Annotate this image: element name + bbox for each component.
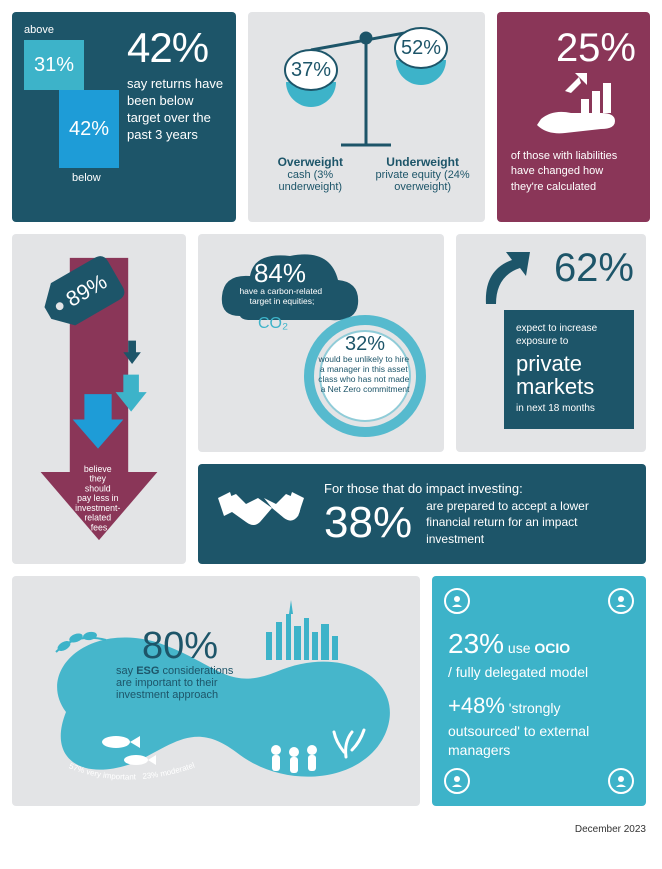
scale-icon: 37% 52% xyxy=(256,20,476,155)
row-3: 80% say ESG considerations are important… xyxy=(12,576,650,806)
row-1: above 31% 42% below 42% say returns have… xyxy=(12,12,650,222)
carbon-cloud-pct: 84% xyxy=(254,258,306,288)
person-circle-icon xyxy=(444,768,470,794)
footer-date: December 2023 xyxy=(12,824,650,835)
bar-above: 31% xyxy=(24,40,84,90)
tile-liabilities: 25% of those with liabilities have chang… xyxy=(497,12,650,222)
scale-left-sub: cash (3% underweight) xyxy=(278,169,342,193)
ocio-stat-2: +48% 'strongly outsourced' to external m… xyxy=(448,691,630,761)
impact-pct: 38% xyxy=(324,498,412,548)
tile-carbon: 84% have a carbon-related target in equi… xyxy=(198,234,444,452)
row-2-right-col: 84% have a carbon-related target in equi… xyxy=(198,234,646,564)
pm-line1: expect to increase exposure to xyxy=(516,322,622,348)
ocio-pct2: +48% xyxy=(448,693,505,718)
scale-right-title: Underweight xyxy=(369,155,477,169)
tile-returns: above 31% 42% below 42% say returns have… xyxy=(12,12,236,222)
co2-label: CO₂ xyxy=(258,315,288,332)
label-above: above xyxy=(24,24,119,36)
scale-labels: Overweight cash (3% underweight) Underwe… xyxy=(254,155,479,193)
pm-big: private markets xyxy=(516,352,622,398)
returns-bars: above 31% 42% below xyxy=(24,24,119,210)
row-2: 89% believe they should pay less in inve… xyxy=(12,234,650,564)
tile-scale: 37% 52% Overweight cash (3% underweight) xyxy=(248,12,485,222)
scale-right-pct: 52% xyxy=(401,37,441,59)
label-below: below xyxy=(72,172,119,184)
liabilities-pct: 25% xyxy=(511,26,636,71)
pm-box: expect to increase exposure to private m… xyxy=(504,310,634,429)
tile-fees: 89% believe they should pay less in inve… xyxy=(12,234,186,564)
hand-chart-icon xyxy=(511,71,636,141)
person-circle-icon xyxy=(608,768,634,794)
esg-infinity-icon: 80% say ESG considerations are important… xyxy=(26,592,416,802)
person-circle-icon xyxy=(608,588,634,614)
pm-line2: in next 18 months xyxy=(516,402,622,415)
carbon-graphic: 84% have a carbon-related target in equi… xyxy=(210,246,440,446)
tile-esg: 80% say ESG considerations are important… xyxy=(12,576,420,806)
scale-right-sub: private equity (24% overweight) xyxy=(376,169,470,193)
svg-text:would be unlikely to hire: would be unlikely to hire a manager in t… xyxy=(317,354,411,394)
curved-arrow-icon xyxy=(468,246,538,306)
returns-desc: say returns have been below target over … xyxy=(127,76,224,144)
fees-arrow-icon: 89% believe they should pay less in inve… xyxy=(26,244,172,554)
impact-top: For those that do impact investing: xyxy=(324,481,628,496)
carbon-ring-pct: 32% xyxy=(345,333,385,355)
bar-below: 42% xyxy=(59,90,119,168)
ocio-stat-1: 23% use OCIO / fully delegated model xyxy=(448,624,630,683)
scale-left-pct: 37% xyxy=(291,59,331,81)
svg-text:have a carbon-related: have a carbon-related target in equities… xyxy=(239,286,324,306)
scale-left-title: Overweight xyxy=(256,155,364,169)
ocio-pct1: 23% xyxy=(448,628,504,659)
liabilities-desc: of those with liabilities have changed h… xyxy=(511,149,636,195)
tile-impact: For those that do impact investing: 38% … xyxy=(198,464,646,564)
tile-private-markets: 62% expect to increase exposure to priva… xyxy=(456,234,646,452)
tile-ocio: 23% use OCIO / fully delegated model +48… xyxy=(432,576,646,806)
handshake-icon xyxy=(216,484,306,544)
impact-desc: are prepared to accept a lower financial… xyxy=(426,498,628,547)
person-circle-icon xyxy=(444,588,470,614)
infographic-grid: above 31% 42% below 42% say returns have… xyxy=(12,12,650,835)
returns-text: 42% say returns have been below target o… xyxy=(119,24,224,210)
esg-pct: 80% xyxy=(142,625,218,667)
returns-headline-pct: 42% xyxy=(127,24,224,72)
